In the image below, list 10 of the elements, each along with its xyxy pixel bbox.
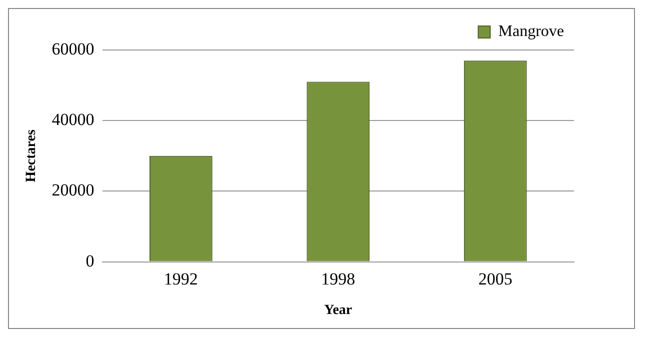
- y-axis-title: Hectares: [24, 129, 40, 182]
- y-tick-label: 60000: [52, 39, 94, 58]
- y-tick-label: 40000: [52, 110, 94, 130]
- y-tick-label: 20000: [52, 180, 94, 200]
- y-tick-label: 0: [86, 251, 94, 270]
- legend-label: Mangrove: [498, 23, 564, 40]
- x-tick-label: 1998: [321, 269, 356, 288]
- x-tick-label: 1992: [164, 269, 198, 288]
- x-axis-title: Year: [324, 303, 352, 318]
- x-tick-label: 2005: [478, 269, 512, 288]
